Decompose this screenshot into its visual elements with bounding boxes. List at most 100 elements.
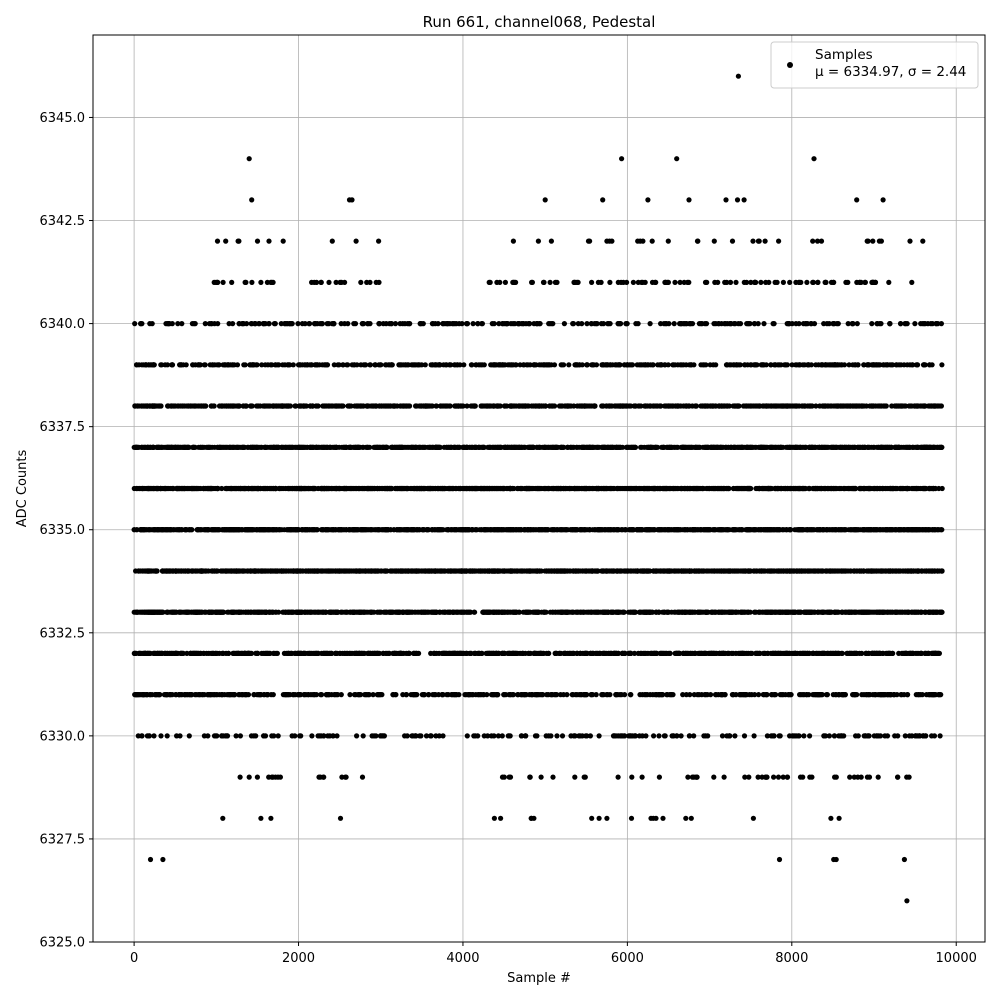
data-point — [647, 609, 653, 615]
data-point — [930, 692, 936, 698]
data-point — [678, 733, 684, 739]
data-point — [308, 650, 314, 657]
data-point — [708, 568, 714, 574]
data-point — [264, 568, 270, 574]
data-point — [909, 609, 915, 615]
data-point — [273, 609, 279, 615]
data-point — [744, 650, 750, 657]
data-point — [721, 774, 727, 780]
data-point — [237, 774, 243, 780]
data-point — [132, 692, 139, 698]
data-point — [808, 609, 814, 615]
data-point — [513, 609, 519, 615]
data-point — [768, 733, 774, 739]
data-point — [179, 692, 185, 698]
data-point — [653, 568, 659, 574]
data-point — [643, 692, 649, 698]
data-point — [270, 774, 276, 780]
data-point — [865, 692, 871, 698]
data-point — [617, 609, 624, 615]
data-point — [600, 609, 606, 615]
data-point — [488, 733, 495, 739]
data-point — [295, 609, 301, 615]
data-point — [428, 609, 434, 615]
data-point — [327, 568, 333, 574]
data-point — [338, 692, 344, 698]
data-point — [711, 774, 717, 780]
data-point — [151, 733, 157, 739]
data-point — [825, 650, 831, 657]
data-point — [224, 733, 231, 739]
data-point — [688, 568, 694, 574]
data-point — [926, 609, 933, 615]
data-point — [694, 568, 700, 574]
data-point — [599, 692, 606, 698]
data-point — [535, 609, 541, 615]
data-point — [292, 733, 298, 739]
data-point — [354, 733, 360, 739]
data-point — [798, 692, 804, 698]
data-point — [784, 650, 790, 657]
data-point — [556, 650, 563, 657]
data-point — [628, 650, 634, 657]
data-point — [427, 733, 434, 739]
data-point — [796, 733, 802, 739]
data-point — [792, 650, 798, 657]
data-point — [514, 568, 520, 574]
data-point — [362, 692, 368, 698]
data-point — [790, 609, 797, 615]
data-point — [570, 609, 576, 615]
data-point — [464, 733, 470, 739]
data-point — [643, 733, 649, 739]
data-point — [933, 650, 939, 657]
data-point — [495, 733, 501, 739]
data-point — [720, 568, 726, 574]
data-point — [502, 650, 508, 657]
data-point — [390, 692, 396, 698]
data-point — [608, 568, 615, 574]
data-point — [520, 568, 526, 574]
data-point — [822, 609, 828, 615]
data-point — [597, 650, 603, 657]
data-point — [771, 774, 777, 780]
data-point — [755, 774, 761, 780]
data-point — [275, 568, 281, 574]
data-points — [131, 73, 945, 904]
data-point — [823, 568, 830, 574]
data-point — [462, 692, 468, 698]
data-point — [728, 568, 734, 574]
data-point — [831, 733, 838, 739]
data-point — [502, 609, 508, 615]
data-point — [440, 692, 446, 698]
data-point — [258, 568, 264, 574]
data-point — [747, 568, 753, 574]
data-point — [384, 650, 390, 657]
data-point — [818, 650, 824, 657]
data-point — [741, 733, 748, 739]
data-point — [192, 692, 198, 698]
data-point — [153, 692, 159, 698]
data-point — [883, 650, 889, 657]
data-point — [392, 650, 398, 657]
data-point — [729, 609, 735, 615]
data-point — [158, 650, 164, 657]
data-point — [246, 774, 252, 780]
data-point — [703, 692, 709, 698]
data-point — [888, 692, 894, 698]
data-point — [739, 650, 745, 657]
data-point — [173, 568, 179, 574]
data-point — [198, 568, 204, 574]
data-point — [842, 692, 848, 698]
data-point — [406, 568, 412, 574]
data-point — [158, 733, 164, 739]
data-point — [378, 568, 384, 574]
data-point — [200, 692, 206, 698]
data-point — [638, 568, 645, 574]
data-point — [169, 609, 175, 615]
data-point — [458, 568, 464, 574]
data-point — [806, 568, 812, 574]
data-point — [484, 692, 490, 698]
data-point — [801, 733, 807, 739]
data-point — [192, 609, 198, 615]
